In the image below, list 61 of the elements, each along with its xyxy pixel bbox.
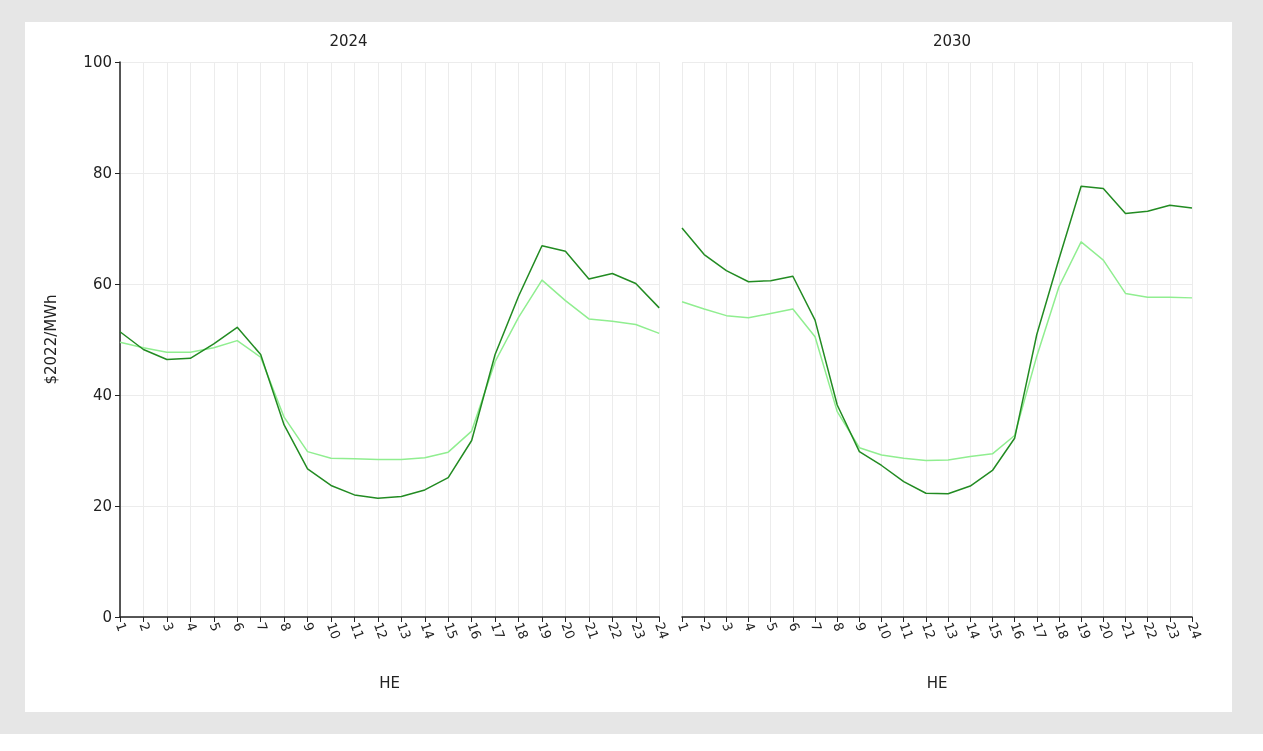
x-tick-label: 16 — [464, 620, 485, 642]
x-tick-label: 21 — [581, 620, 602, 642]
x-tick-label: 8 — [277, 620, 294, 634]
x-tick-label: 1 — [112, 620, 130, 634]
x-tick-label: 6 — [230, 620, 248, 634]
x-tick-label: 4 — [741, 620, 759, 634]
x-tick-label: 19 — [1074, 620, 1094, 642]
x-tick-label: 13 — [941, 620, 961, 642]
x-tick-label: 5 — [206, 620, 224, 634]
x-tick-label: 22 — [605, 620, 626, 642]
y-tick-label: 20 — [92, 497, 112, 515]
x-tick-label: 22 — [1140, 620, 1161, 642]
x-tick-label: 1 — [674, 620, 692, 634]
chart-title: 2024 — [329, 31, 368, 50]
x-tick-label: 2 — [136, 620, 154, 634]
x-tick-label: 17 — [1029, 620, 1050, 642]
x-tick-label: 8 — [830, 620, 848, 634]
x-tick-label: 7 — [253, 620, 271, 634]
x-tick-label: 5 — [763, 620, 781, 634]
x-tick-label: 20 — [1096, 620, 1117, 642]
x-tick-label: 11 — [896, 620, 917, 642]
y-tick-label: 40 — [92, 386, 112, 404]
x-tick-label: 14 — [417, 620, 438, 642]
x-tick-label: 20 — [558, 620, 579, 642]
y-tick-label: 100 — [83, 53, 112, 71]
x-tick-label: 18 — [1051, 620, 1072, 642]
y-axis-title: $2022/MWh — [41, 294, 60, 385]
x-tick-label: 21 — [1118, 620, 1139, 642]
line-series — [119, 279, 660, 461]
x-axis-title: HE — [379, 673, 400, 692]
x-tick-label: 3 — [719, 620, 737, 634]
x-tick-label: 11 — [347, 620, 368, 642]
x-tick-label: 16 — [1007, 620, 1028, 642]
x-tick-label: 3 — [159, 620, 177, 634]
x-tick-label: 13 — [394, 620, 415, 642]
x-tick-label: 12 — [918, 620, 939, 642]
x-tick-label: 15 — [441, 620, 461, 642]
x-tick-label: 2 — [697, 620, 715, 634]
line-series — [119, 244, 660, 499]
x-tick-label: 18 — [511, 620, 532, 642]
x-tick-label: 9 — [852, 620, 870, 634]
x-tick-label: 19 — [534, 620, 555, 642]
x-tick-label: 6 — [785, 620, 803, 634]
x-axis-title: HE — [926, 673, 948, 692]
x-tick-label: 23 — [628, 620, 649, 642]
x-tick-label: 4 — [183, 620, 201, 634]
x-tick-label: 23 — [1162, 620, 1183, 642]
x-tick-label: 10 — [874, 620, 895, 642]
x-tick-label: 24 — [1184, 620, 1205, 642]
x-tick-label: 15 — [985, 620, 1006, 642]
x-tick-label: 7 — [808, 620, 825, 634]
x-tick-label: 24 — [652, 620, 672, 642]
y-tick-label: 60 — [92, 275, 112, 293]
x-tick-label: 17 — [488, 620, 508, 642]
x-tick-label: 9 — [300, 620, 318, 634]
chart-title: 2030 — [932, 31, 972, 50]
y-tick-label: 80 — [92, 164, 112, 182]
x-tick-label: 10 — [323, 620, 344, 642]
x-tick-label: 12 — [370, 620, 391, 642]
x-tick-label: 14 — [963, 620, 983, 642]
y-tick-label: 0 — [102, 608, 112, 626]
